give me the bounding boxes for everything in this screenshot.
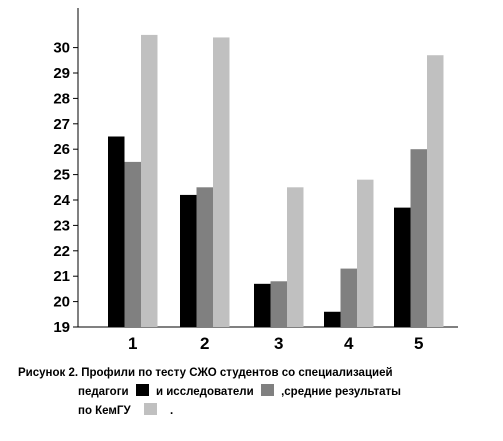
bar-cat3-series1 xyxy=(254,283,271,327)
bar-cat5-series3 xyxy=(427,55,444,327)
x-tick-label: 3 xyxy=(274,334,283,353)
y-tick-label: 22 xyxy=(53,243,70,260)
y-tick-label: 25 xyxy=(53,167,70,184)
bar-cat5-series1 xyxy=(394,207,411,327)
bar-cat4-series1 xyxy=(324,311,341,327)
caption-text-pedagogues: педагоги xyxy=(78,386,129,398)
legend-swatch-black xyxy=(135,384,149,396)
bar-cat4-series3 xyxy=(357,179,374,327)
y-tick-label: 19 xyxy=(53,319,70,336)
bar-cat1-series3 xyxy=(141,34,158,328)
bar-cat2-series3 xyxy=(213,37,230,327)
x-tick-label: 1 xyxy=(128,334,137,353)
caption-text-average: ,средние результаты xyxy=(281,386,401,398)
y-tick-label: 20 xyxy=(53,294,70,311)
bar-cat3-series2 xyxy=(270,281,287,327)
caption-line-2: педагоги и исследователи ,средние резуль… xyxy=(18,383,498,402)
y-tick-label: 26 xyxy=(53,141,70,158)
caption-line-1: Рисунок 2. Профили по тесту СЖО студенто… xyxy=(18,367,393,379)
bar-cat2-series2 xyxy=(196,187,213,327)
bar-cat5-series2 xyxy=(410,149,427,327)
y-tick-label: 27 xyxy=(53,116,70,133)
caption-text-researchers: и исследователи xyxy=(155,386,254,398)
y-tick-label: 24 xyxy=(53,192,70,209)
y-tick-label: 23 xyxy=(53,217,70,234)
bar-cat4-series2 xyxy=(340,268,357,327)
bar-cat3-series3 xyxy=(287,187,304,327)
y-tick-label: 29 xyxy=(53,65,70,82)
caption-text-period: . xyxy=(170,405,174,417)
caption-line-3: по КемГУ . xyxy=(18,402,498,421)
figure-caption: Рисунок 2. Профили по тесту СЖО студенто… xyxy=(18,364,498,421)
x-tick-label: 2 xyxy=(200,334,209,353)
x-tick-label: 4 xyxy=(344,334,354,353)
bar-cat1-series2 xyxy=(124,161,141,327)
y-tick-label: 28 xyxy=(53,90,70,107)
x-tick-label: 5 xyxy=(414,334,423,353)
y-tick-label: 30 xyxy=(53,40,70,57)
caption-text-kemgu: по КемГУ xyxy=(78,405,131,417)
legend-swatch-light-gray xyxy=(143,403,157,415)
legend-swatch-gray xyxy=(260,384,274,396)
bar-cat2-series1 xyxy=(180,194,197,327)
bar-cat1-series1 xyxy=(108,136,125,327)
y-tick-label: 21 xyxy=(53,268,70,285)
